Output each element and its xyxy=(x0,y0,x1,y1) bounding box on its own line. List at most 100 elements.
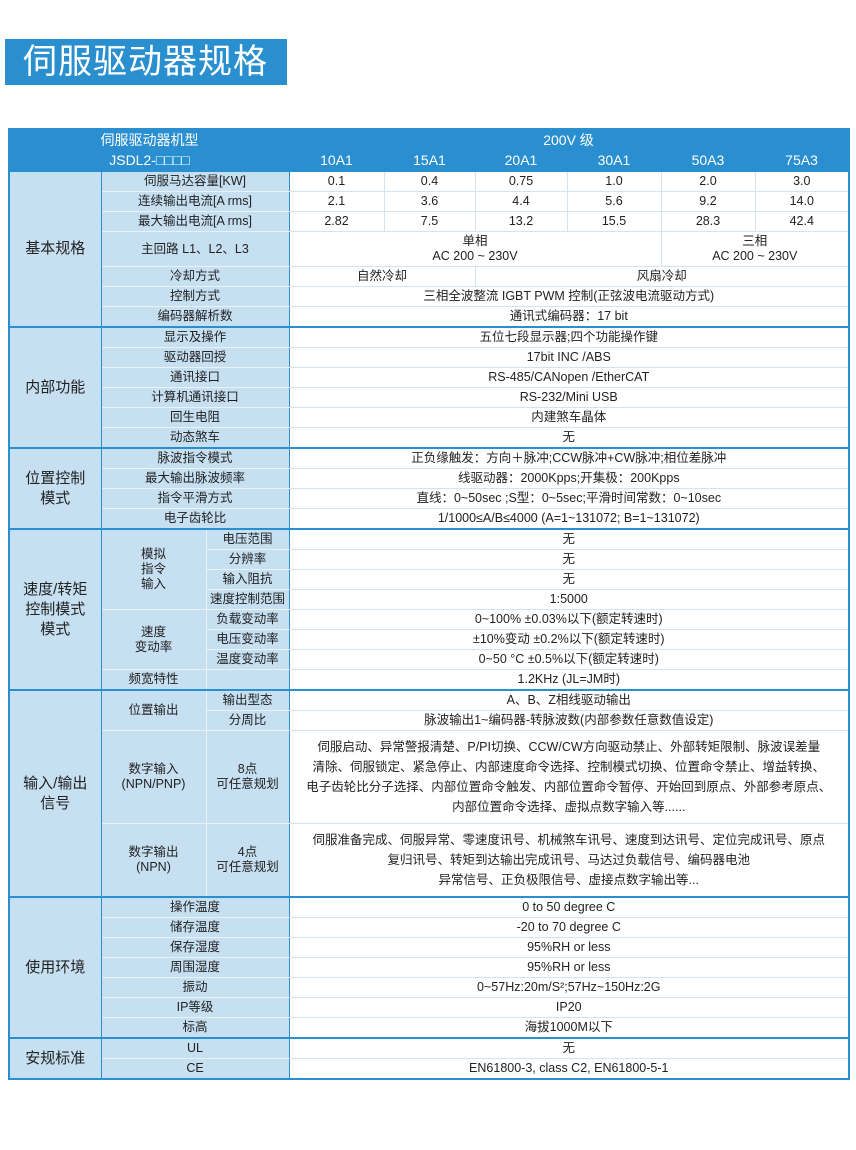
table-row: 最大输出电流[A rms] 2.82 7.5 13.2 15.5 28.3 42.4 xyxy=(9,211,850,232)
spec-value: 9.2 xyxy=(660,191,756,212)
table-row: 温度变动率 0~50 °C ±0.5%以下(额定转速时) xyxy=(9,649,850,670)
spec-value: RS-232/Mini USB xyxy=(288,387,850,408)
table-row: IP等级 IP20 xyxy=(9,997,850,1018)
spec-value: 直线：0~50sec ;S型：0~5sec;平滑时间常数：0~10sec xyxy=(288,488,850,509)
spec-value: 17bit INC /ABS xyxy=(288,347,850,368)
sub-group-label: 速度 变动率 xyxy=(100,609,207,670)
spec-label: 回生电阻 xyxy=(100,407,290,428)
spec-label: 速度控制范围 xyxy=(205,589,290,610)
spec-value: 7.5 xyxy=(383,211,476,232)
model-label: 伺服驱动器机型 xyxy=(9,129,289,150)
spec-label: 最大输出脉波频率 xyxy=(100,468,290,489)
spec-value: 线驱动器：2000Kpps;开集极：200Kpps xyxy=(288,468,850,489)
spec-value: 正负缘触发：方向＋脉冲;CCW脉冲+CW脉冲;相位差脉冲 xyxy=(288,447,850,469)
spec-value: 13.2 xyxy=(474,211,568,232)
spec-value: 内建煞车晶体 xyxy=(288,407,850,428)
spec-label: 4点 可任意规划 xyxy=(205,823,290,898)
spec-label: 指令平滑方式 xyxy=(100,488,290,509)
spec-value: 1/1000≤A/B≤4000 (A=1~131072; B=1~131072) xyxy=(288,508,850,530)
spec-value: 通讯式编码器：17 bit xyxy=(288,306,850,328)
table-row: 速度 变动率 负载变动率 0~100% ±0.03%以下(额定转速时) xyxy=(9,609,850,670)
spec-value: A、B、Z相线驱动输出 xyxy=(288,689,850,711)
table-row: 动态煞车无 xyxy=(9,427,850,449)
spec-label: 标高 xyxy=(100,1017,290,1039)
page-title: 伺服驱动器规格 xyxy=(5,39,287,85)
table-row: 标高 海拔1000M以下 xyxy=(9,1017,850,1039)
spec-label: 电压范围 xyxy=(205,528,290,550)
spec-value: 0~50 °C ±0.5%以下(额定转速时) xyxy=(288,649,850,670)
spec-value: IP20 xyxy=(288,997,850,1018)
spec-value: 15.5 xyxy=(566,211,662,232)
table-row: 最大输出脉波频率 线驱动器：2000Kpps;开集极：200Kpps xyxy=(9,468,850,489)
table-row: 频宽特性 1.2KHz (JL=JM时) xyxy=(9,669,850,691)
model-header-10A1: 10A1 xyxy=(289,150,384,171)
table-header: 伺服驱动器机型 200V 级 JSDL2-□□□□ 10A1 15A1 20A1 30… xyxy=(9,129,850,171)
spec-value: 自然冷却 xyxy=(288,266,476,287)
section-group-label: 速度/转矩 控制模式 模式 xyxy=(8,528,102,691)
voltage-class: 200V 级 xyxy=(289,129,850,150)
spec-value: 2.1 xyxy=(288,191,385,212)
section-group-label: 内部功能 xyxy=(8,326,102,449)
spec-value: 1:5000 xyxy=(288,589,850,610)
spec-label: 脉波指令模式 xyxy=(100,447,290,469)
spec-label: 计算机通讯接口 xyxy=(100,387,290,408)
spec-value: 0.4 xyxy=(383,170,476,192)
spec-label: 保存湿度 xyxy=(100,937,290,958)
spec-label: 分辨率 xyxy=(205,549,290,570)
spec-label: 周围湿度 xyxy=(100,957,290,978)
spec-value: RS-485/CANopen /EtherCAT xyxy=(288,367,850,388)
model-header-20A1: 20A1 xyxy=(475,150,567,171)
table-row: 主回路 L1、L2、L3 单相 AC 200 ~ 230V 三相 AC 200 ~ … xyxy=(9,231,850,267)
table-row: 指令平滑方式 直线：0~50sec ;S型：0~5sec;平滑时间常数：0~10s… xyxy=(9,488,850,509)
spec-value: 三相 AC 200 ~ 230V xyxy=(660,231,850,267)
spec-value: 3.6 xyxy=(383,191,476,212)
table-row: 输入/输出 信号 位置输出 输出型态 A、B、Z相线驱动输出 xyxy=(8,689,850,898)
spec-value: 0.1 xyxy=(288,170,385,192)
spec-label: 冷却方式 xyxy=(100,266,290,287)
spec-label: 负载变动率 xyxy=(205,609,290,630)
table-row: 速度/转矩 控制模式 模式 模拟 指令 输入 电压范围无 xyxy=(8,528,850,691)
spec-value: ±10%变动 ±0.2%以下(额定转速时) xyxy=(288,629,850,650)
spec-value: 2.0 xyxy=(660,170,756,192)
spec-label: 振动 xyxy=(100,977,290,998)
table-row: 储存温度 -20 to 70 degree C xyxy=(9,917,850,938)
spec-value: 3.0 xyxy=(754,170,850,192)
table-row: 驱动器回授 17bit INC /ABS xyxy=(9,347,850,368)
table-row: 数字输出 (NPN) 4点 可任意规划 伺服准备完成、伺服异常、零速度讯号、机械煞车… xyxy=(9,823,850,898)
sub-group-label: 频宽特性 xyxy=(100,669,207,691)
table-row: 连续输出电流[A rms] 2.1 3.6 4.4 5.6 9.2 14.0 xyxy=(9,191,850,212)
spec-value: 2.82 xyxy=(288,211,385,232)
spec-value: 5.6 xyxy=(566,191,662,212)
spec-label xyxy=(205,669,290,691)
table-row: 通讯接口 RS-485/CANopen /EtherCAT xyxy=(9,367,850,388)
section-group-label: 输入/输出 信号 xyxy=(8,689,102,898)
table-row: 控制方式 三相全波整流 IGBT PWM 控制(正弦波电流驱动方式) xyxy=(9,286,850,307)
table-row: 输入阻抗无 xyxy=(9,569,850,590)
spec-value: 三相全波整流 IGBT PWM 控制(正弦波电流驱动方式) xyxy=(288,286,850,307)
table-row: CE EN61800-3, class C2, EN61800-5-1 xyxy=(9,1058,850,1080)
spec-label: 驱动器回授 xyxy=(100,347,290,368)
spec-value: 95%RH or less xyxy=(288,937,850,958)
sub-group-label: 数字输入 (NPN/PNP) xyxy=(100,730,207,824)
spec-label: UL xyxy=(100,1037,290,1059)
spec-value: 1.2KHz (JL=JM时) xyxy=(288,669,850,691)
spec-label: IP等级 xyxy=(100,997,290,1018)
sub-group-label: 数字输出 (NPN) xyxy=(100,823,207,898)
spec-label: 通讯接口 xyxy=(100,367,290,388)
spec-label: 电子齿轮比 xyxy=(100,508,290,530)
spec-table: 伺服驱动器机型 200V 级 JSDL2-□□□□ 10A1 15A1 20A1 30… xyxy=(8,128,851,1080)
spec-value: 无 xyxy=(288,549,850,570)
table-row: 位置控制 模式 脉波指令模式 正负缘触发：方向＋脉冲;CCW脉冲+CW脉冲;相位差脉… xyxy=(8,447,850,530)
spec-value: -20 to 70 degree C xyxy=(288,917,850,938)
sub-group-label: 模拟 指令 输入 xyxy=(100,528,207,610)
spec-value: 脉波输出1~编码器-转脉波数(内部参数任意数值设定) xyxy=(288,710,850,731)
spec-value: 0~57Hz:20m/S²;57Hz~150Hz:2G xyxy=(288,977,850,998)
table-body: 基本规格 伺服马达容量[KW] 0.1 0.4 0.75 1.0 2.0 3.0 连续输出电流[… xyxy=(8,170,850,1080)
table-row: 回生电阻 内建煞车晶体 xyxy=(9,407,850,428)
spec-label: 编码器解析数 xyxy=(100,306,290,328)
spec-label: 控制方式 xyxy=(100,286,290,307)
model-header-30A1: 30A1 xyxy=(567,150,661,171)
spec-value: 28.3 xyxy=(660,211,756,232)
section-group-label: 使用环境 xyxy=(8,896,102,1039)
table-row: 冷却方式 自然冷却 风扇冷却 xyxy=(9,266,850,287)
